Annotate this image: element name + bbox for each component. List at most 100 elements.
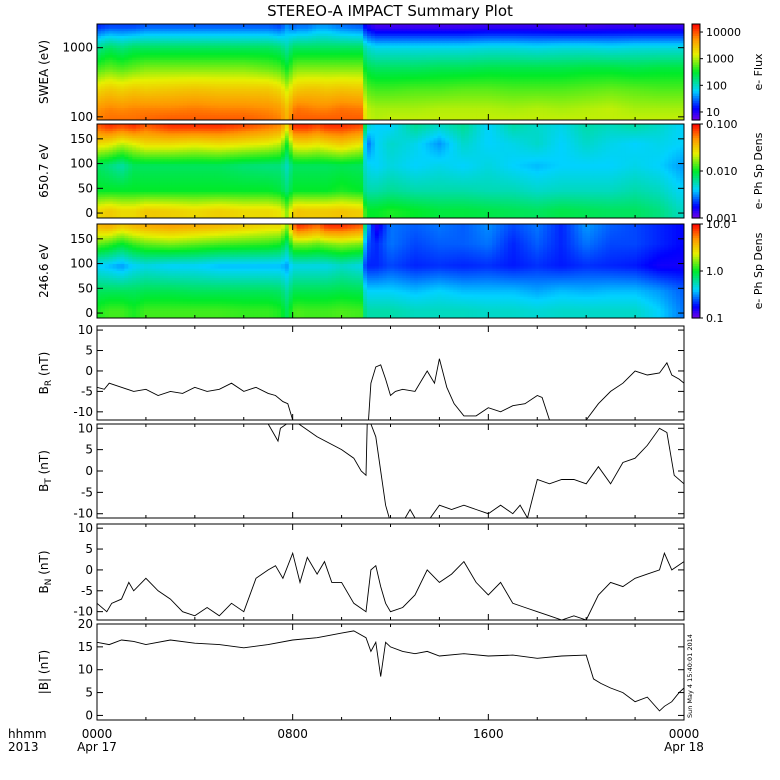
heatmap-cell bbox=[660, 38, 666, 42]
heatmap-cell bbox=[421, 24, 427, 27]
heatmap-cell bbox=[151, 103, 157, 107]
heatmap-cell bbox=[292, 28, 298, 32]
heatmap-cell bbox=[413, 31, 419, 35]
heatmap-cell bbox=[218, 81, 223, 85]
heatmap-cell bbox=[519, 88, 525, 92]
heatmap-cell bbox=[327, 74, 333, 78]
heatmap-cell bbox=[112, 52, 118, 56]
heatmap-cell bbox=[590, 67, 595, 71]
heatmap-cell bbox=[171, 26, 176, 30]
heatmap-cell bbox=[523, 26, 529, 30]
heatmap-cell bbox=[253, 60, 259, 63]
heatmap-cell bbox=[237, 64, 243, 68]
heatmap-cell bbox=[194, 55, 200, 59]
heatmap-cell bbox=[104, 103, 110, 107]
heatmap-cell bbox=[449, 72, 454, 75]
heatmap-cell bbox=[292, 96, 298, 99]
heatmap-cell bbox=[433, 96, 439, 99]
heatmap-cell bbox=[601, 86, 607, 90]
heatmap-cell bbox=[503, 36, 509, 39]
heatmap-cell bbox=[171, 45, 176, 49]
heatmap-cell bbox=[640, 100, 646, 104]
heatmap-cell bbox=[672, 40, 677, 44]
heatmap-cell bbox=[241, 91, 247, 95]
heatmap-cell bbox=[343, 74, 349, 78]
heatmap-cell bbox=[523, 98, 529, 102]
heatmap-cell bbox=[245, 60, 251, 63]
heatmap-cell bbox=[574, 81, 579, 85]
heatmap-cell bbox=[453, 93, 458, 97]
heatmap-cell bbox=[464, 91, 470, 95]
heatmap-cell bbox=[370, 50, 376, 54]
heatmap-cell bbox=[668, 64, 673, 68]
heatmap-cell bbox=[155, 28, 161, 32]
heatmap-cell bbox=[237, 48, 243, 51]
heatmap-cell bbox=[664, 93, 669, 97]
heatmap-cell bbox=[320, 48, 325, 51]
heatmap-cell bbox=[339, 48, 345, 51]
heatmap-cell bbox=[273, 62, 278, 66]
heatmap-cell bbox=[550, 24, 556, 27]
heatmap-cell bbox=[633, 43, 638, 47]
heatmap-cell bbox=[312, 26, 317, 30]
heatmap-cell bbox=[601, 38, 607, 42]
heatmap-cell bbox=[249, 62, 255, 66]
heatmap-cell bbox=[327, 60, 333, 63]
heatmap-cell bbox=[554, 57, 560, 61]
heatmap-cell bbox=[496, 93, 501, 97]
heatmap-cell bbox=[402, 57, 407, 61]
heatmap-cell bbox=[637, 88, 642, 92]
heatmap-cell bbox=[136, 43, 141, 47]
heatmap-cell bbox=[621, 100, 626, 104]
heatmap-cell bbox=[175, 26, 180, 30]
heatmap-cell bbox=[116, 28, 122, 32]
heatmap-cell bbox=[586, 31, 591, 35]
heatmap-cell bbox=[453, 48, 458, 51]
heatmap-cell bbox=[386, 84, 392, 87]
heatmap-cell bbox=[241, 33, 247, 37]
heatmap-cell bbox=[445, 62, 450, 66]
heatmap-cell bbox=[151, 33, 157, 37]
heatmap-cell bbox=[140, 62, 145, 66]
heatmap-cell bbox=[472, 72, 478, 75]
heatmap-cell bbox=[206, 98, 212, 102]
heatmap-cell bbox=[593, 57, 599, 61]
heatmap-cell bbox=[249, 45, 255, 49]
heatmap-cell bbox=[257, 33, 262, 37]
heatmap-cell bbox=[531, 40, 536, 44]
heatmap-cell bbox=[531, 60, 536, 63]
heatmap-cell bbox=[300, 84, 305, 87]
heatmap-cell bbox=[167, 76, 172, 80]
heatmap-cell bbox=[515, 86, 521, 90]
heatmap-cell bbox=[609, 36, 615, 39]
heatmap-cell bbox=[226, 33, 231, 37]
heatmap-cell bbox=[562, 31, 568, 35]
heatmap-cell bbox=[257, 86, 262, 90]
heatmap-cell bbox=[402, 74, 407, 78]
heatmap-cell bbox=[210, 48, 215, 51]
heatmap-cell bbox=[515, 98, 521, 102]
heatmap-cell bbox=[175, 40, 180, 44]
heatmap-cell bbox=[672, 100, 677, 104]
heatmap-cell bbox=[629, 38, 634, 42]
heatmap-cell bbox=[496, 84, 501, 87]
heatmap-cell bbox=[190, 31, 196, 35]
heatmap-cell bbox=[410, 69, 415, 73]
heatmap-cell bbox=[194, 91, 200, 95]
heatmap-cell bbox=[104, 31, 110, 35]
heatmap-cell bbox=[625, 38, 630, 42]
heatmap-cell bbox=[484, 60, 489, 63]
heatmap-cell bbox=[382, 96, 388, 99]
heatmap-cell bbox=[370, 26, 376, 30]
heatmap-cell bbox=[433, 62, 439, 66]
heatmap-cell bbox=[617, 26, 622, 30]
heatmap-cell bbox=[570, 93, 576, 97]
heatmap-cell bbox=[143, 76, 149, 80]
heatmap-cell bbox=[543, 57, 548, 61]
heatmap-cell bbox=[249, 93, 255, 97]
heatmap-cell bbox=[633, 57, 638, 61]
heatmap-cell bbox=[507, 57, 513, 61]
heatmap-cell bbox=[347, 62, 352, 66]
heatmap-cell bbox=[382, 76, 388, 80]
heatmap-cell bbox=[116, 62, 122, 66]
